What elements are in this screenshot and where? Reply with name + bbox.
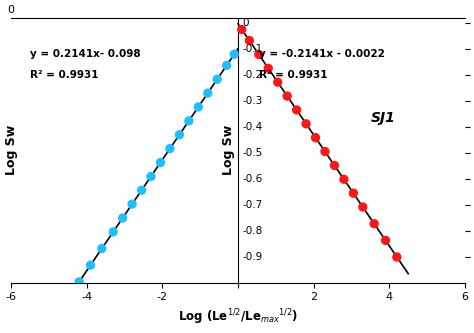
Text: R² = 0.9931: R² = 0.9931 [259,70,328,80]
Point [194,104,202,110]
Point [166,146,173,151]
Text: -0.3: -0.3 [243,96,263,106]
Point [238,27,246,32]
Point [157,160,164,165]
Text: SJ1: SJ1 [370,111,395,125]
Point [109,229,117,234]
Point [213,77,221,82]
Point [87,262,94,268]
Point [302,121,310,127]
Point [185,118,192,124]
Text: Log Sw: Log Sw [5,125,18,175]
Text: -0.7: -0.7 [243,200,263,210]
Text: y = 0.2141x- 0.098: y = 0.2141x- 0.098 [30,49,141,59]
Text: 0: 0 [243,18,249,28]
Point [75,279,83,284]
Text: -0.2: -0.2 [243,70,263,80]
Point [321,149,329,154]
Text: -0.1: -0.1 [243,44,263,54]
X-axis label: Log (Le$^{1/2}$/Le$_{max}$$^{1/2}$): Log (Le$^{1/2}$/Le$_{max}$$^{1/2}$) [178,308,298,327]
Text: -0.5: -0.5 [243,148,263,158]
Point [264,66,272,71]
Y-axis label: Log Sw: Log Sw [222,125,235,175]
Point [246,38,253,43]
Point [255,52,263,57]
Point [312,135,319,140]
Point [359,204,366,210]
Point [349,190,357,196]
Point [293,107,301,113]
Point [223,63,230,68]
Point [393,254,401,260]
Point [138,187,146,193]
Point [204,91,211,96]
Text: R² = 0.9931: R² = 0.9931 [30,70,99,80]
Text: y = -0.2141x - 0.0022: y = -0.2141x - 0.0022 [259,49,385,59]
Point [274,80,282,85]
Point [128,201,136,207]
Point [147,174,155,179]
Point [175,132,183,138]
Text: 0: 0 [8,5,15,15]
Text: -0.6: -0.6 [243,174,263,184]
Point [283,93,291,99]
Text: -0.8: -0.8 [243,226,263,236]
Point [98,246,106,251]
Point [119,215,127,221]
Text: -0.4: -0.4 [243,122,263,132]
Point [230,52,238,57]
Point [340,176,348,182]
Point [331,163,338,168]
Point [370,221,378,226]
Text: -0.9: -0.9 [243,252,263,262]
Point [382,238,389,243]
